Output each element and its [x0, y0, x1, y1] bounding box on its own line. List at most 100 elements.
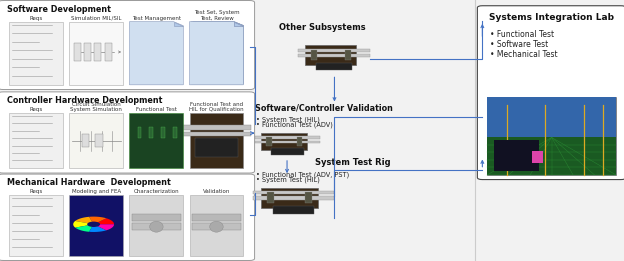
Bar [82, 134, 89, 147]
Bar [345, 50, 351, 60]
Bar [267, 192, 274, 203]
Text: Functional Test: Functional Test [136, 107, 177, 112]
FancyBboxPatch shape [0, 174, 255, 260]
Polygon shape [234, 22, 243, 26]
Bar [487, 97, 616, 140]
Polygon shape [94, 218, 114, 224]
Bar [130, 113, 183, 168]
Bar [132, 214, 180, 221]
Bar [306, 192, 312, 203]
Text: • System Test (HIL): • System Test (HIL) [256, 117, 319, 123]
Bar [494, 140, 539, 171]
Text: Validation: Validation [203, 189, 230, 194]
Bar [487, 137, 616, 175]
Bar [182, 132, 251, 136]
Text: • System Test (HIL): • System Test (HIL) [256, 177, 319, 183]
Polygon shape [130, 22, 183, 85]
Bar [149, 127, 153, 138]
Text: Circuit Simulation
System Simulation: Circuit Simulation System Simulation [71, 102, 122, 112]
Text: Reqs: Reqs [30, 16, 43, 21]
Bar [172, 127, 175, 138]
Bar [74, 43, 80, 61]
Bar [105, 43, 112, 61]
Bar [253, 191, 334, 194]
Bar [311, 50, 317, 60]
Bar [161, 127, 165, 138]
Polygon shape [192, 22, 243, 84]
FancyBboxPatch shape [0, 92, 255, 173]
Text: Software/Controller Validation: Software/Controller Validation [255, 104, 392, 113]
Bar [255, 141, 320, 143]
Bar [9, 195, 63, 256]
Bar [130, 195, 183, 256]
Bar [84, 43, 91, 61]
Bar [273, 206, 313, 214]
Bar [137, 127, 141, 138]
Bar [69, 113, 124, 168]
Bar [162, 127, 165, 138]
Bar [142, 127, 145, 138]
Text: Functional Test and
HIL for Qualification: Functional Test and HIL for Qualificatio… [189, 102, 244, 112]
Ellipse shape [210, 221, 223, 232]
Polygon shape [76, 224, 94, 232]
Bar [532, 151, 543, 163]
Text: Controller Hardware Development: Controller Hardware Development [7, 96, 163, 105]
Bar [190, 113, 243, 168]
Bar [150, 127, 154, 138]
Bar [152, 127, 155, 138]
Bar [192, 214, 241, 221]
FancyBboxPatch shape [0, 1, 255, 90]
Text: • Mechanical Test: • Mechanical Test [490, 50, 557, 59]
Bar [135, 114, 181, 166]
Bar [132, 114, 182, 167]
Bar [94, 43, 101, 61]
Bar [9, 113, 63, 168]
Bar [271, 148, 304, 155]
Text: Software Development: Software Development [7, 5, 111, 14]
Bar [182, 125, 251, 130]
Bar [69, 195, 124, 256]
Polygon shape [94, 224, 114, 230]
Polygon shape [173, 22, 183, 26]
Text: Mechanical Hardware  Development: Mechanical Hardware Development [7, 178, 171, 187]
Polygon shape [233, 22, 243, 26]
Text: Characterization: Characterization [134, 189, 179, 194]
Bar [95, 134, 103, 147]
Bar [9, 22, 63, 85]
Bar [195, 138, 238, 157]
Bar [173, 127, 177, 138]
Text: Reqs: Reqs [30, 189, 43, 194]
Text: • Functional Test (ADV, PST): • Functional Test (ADV, PST) [256, 171, 349, 178]
Circle shape [87, 222, 100, 227]
Bar [255, 136, 320, 139]
Bar [190, 195, 243, 256]
Bar [261, 188, 318, 208]
Bar [69, 22, 124, 85]
Text: Systems Integration Lab: Systems Integration Lab [489, 13, 614, 21]
Text: Modeling and FEA: Modeling and FEA [72, 189, 121, 194]
Polygon shape [235, 22, 243, 25]
Text: Reqs: Reqs [30, 107, 43, 112]
Bar [298, 49, 370, 52]
Bar [487, 97, 616, 175]
Bar [297, 137, 303, 146]
Text: • Functional Test: • Functional Test [490, 30, 554, 39]
Bar [305, 45, 356, 65]
Text: Test Management: Test Management [132, 16, 181, 21]
Text: • Software Test: • Software Test [490, 40, 548, 49]
Text: • Functional Test (ADV): • Functional Test (ADV) [256, 121, 333, 128]
Ellipse shape [150, 221, 163, 232]
Bar [132, 223, 180, 230]
Polygon shape [73, 221, 94, 228]
Polygon shape [190, 22, 243, 85]
Bar [261, 133, 307, 150]
Text: System Test Rig: System Test Rig [315, 158, 391, 167]
Text: Test Set, System
Test, Review: Test Set, System Test, Review [193, 10, 239, 21]
Bar [298, 54, 370, 57]
Bar [192, 223, 241, 230]
Bar [253, 197, 334, 200]
Polygon shape [89, 224, 106, 232]
Bar [266, 137, 271, 146]
Polygon shape [193, 22, 243, 83]
Polygon shape [89, 217, 106, 224]
